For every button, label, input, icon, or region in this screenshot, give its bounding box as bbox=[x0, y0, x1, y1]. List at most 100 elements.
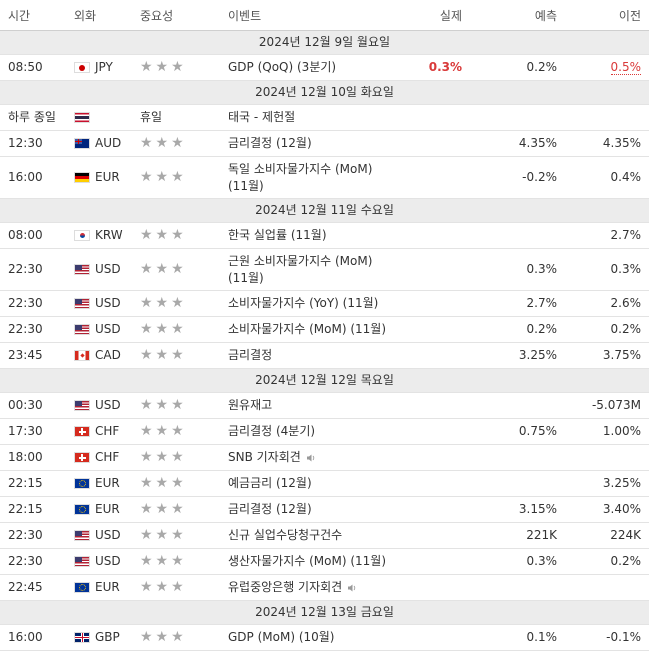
event-title[interactable]: 금리결정 bbox=[228, 348, 273, 362]
event-title[interactable]: 독일 소비자물가지수 (MoM) (11월) bbox=[228, 161, 373, 193]
event-name[interactable]: 한국 실업률 (11월) bbox=[220, 222, 398, 249]
event-time: 22:30 bbox=[0, 522, 66, 549]
header-time[interactable]: 시간 bbox=[0, 0, 66, 31]
event-name[interactable]: 독일 소비자물가지수 (MoM) (11월) bbox=[220, 156, 398, 199]
gbp-flag-icon bbox=[74, 632, 90, 643]
event-name[interactable]: 원유재고 bbox=[220, 392, 398, 419]
star-icons: ★★★ bbox=[140, 579, 187, 595]
event-row[interactable]: 22:30 USD ★★★ 신규 실업수당청구건수 221K 224K bbox=[0, 522, 649, 549]
event-title[interactable]: 생산자물가지수 (MoM) (11월) bbox=[228, 554, 386, 568]
date-row: 2024년 12월 9일 월요일 bbox=[0, 30, 649, 55]
event-row[interactable]: 17:30 CHF ★★★ 금리결정 (4분기) 0.75% 1.00% bbox=[0, 418, 649, 445]
event-title[interactable]: 예금금리 (12월) bbox=[228, 476, 312, 490]
event-time: 18:00 bbox=[0, 444, 66, 471]
event-name[interactable]: 근원 소비자물가지수 (MoM) (11월) bbox=[220, 248, 398, 291]
event-name[interactable]: 신규 실업수당청구건수 bbox=[220, 522, 398, 549]
header-event[interactable]: 이벤트 bbox=[220, 0, 398, 31]
header-actual[interactable]: 실제 bbox=[398, 0, 470, 31]
event-title[interactable]: 신규 실업수당청구건수 bbox=[228, 528, 343, 542]
header-forecast[interactable]: 예측 bbox=[470, 0, 565, 31]
previous-value: 2.6% bbox=[610, 296, 642, 310]
event-name[interactable]: SNB 기자회견 bbox=[220, 444, 398, 471]
event-row[interactable]: 12:30 AUD ★★★ 금리결정 (12월) 4.35% 4.35% bbox=[0, 130, 649, 157]
event-title[interactable]: 원유재고 bbox=[228, 398, 273, 412]
event-row[interactable]: 16:00 GBP ★★★ GDP (MoM) (10월) 0.1% -0.1% bbox=[0, 624, 649, 651]
event-title[interactable]: 소비자물가지수 (MoM) (11월) bbox=[228, 322, 386, 336]
event-row[interactable]: 22:45 EUR ★★★ 유럽중앙은행 기자회견 bbox=[0, 574, 649, 601]
currency-code: KRW bbox=[95, 228, 123, 242]
event-title[interactable]: 유럽중앙은행 기자회견 bbox=[228, 580, 343, 594]
event-currency: EUR bbox=[66, 496, 132, 523]
event-title[interactable]: SNB 기자회견 bbox=[228, 450, 301, 464]
event-name[interactable]: 금리결정 (4분기) bbox=[220, 418, 398, 445]
importance-stars: ★★★ bbox=[132, 624, 220, 651]
event-name[interactable]: GDP (QoQ) (3분기) bbox=[220, 54, 398, 81]
previous-value: 3.40% bbox=[602, 502, 641, 516]
event-row[interactable]: 22:30 USD ★★★ 소비자물가지수 (MoM) (11월) 0.2% 0… bbox=[0, 316, 649, 343]
event-row[interactable]: 22:30 USD ★★★ 소비자물가지수 (YoY) (11월) 2.7% 2… bbox=[0, 290, 649, 317]
event-name[interactable]: 유럽중앙은행 기자회견 bbox=[220, 574, 398, 601]
event-title[interactable]: 태국 - 제헌절 bbox=[228, 110, 296, 124]
importance-stars: ★★★ bbox=[132, 470, 220, 497]
event-name[interactable]: 소비자물가지수 (MoM) (11월) bbox=[220, 316, 398, 343]
event-row[interactable]: 22:15 EUR ★★★ 예금금리 (12월) 3.25% bbox=[0, 470, 649, 497]
event-previous: 2.6% bbox=[565, 290, 649, 317]
currency-code: JPY bbox=[95, 60, 113, 74]
speaker-icon[interactable] bbox=[306, 453, 316, 463]
event-title[interactable]: GDP (QoQ) (3분기) bbox=[228, 60, 337, 74]
event-title[interactable]: 금리결정 (12월) bbox=[228, 502, 312, 516]
currency-code: USD bbox=[95, 554, 121, 568]
event-title[interactable]: GDP (MoM) (10월) bbox=[228, 630, 335, 644]
event-currency: AUD bbox=[66, 130, 132, 157]
currency-code: USD bbox=[95, 296, 121, 310]
event-currency: CHF bbox=[66, 418, 132, 445]
event-row[interactable]: 00:30 USD ★★★ 원유재고 -5.073M bbox=[0, 392, 649, 419]
event-title[interactable]: 금리결정 (4분기) bbox=[228, 424, 316, 438]
event-row[interactable]: 하루 종일 휴일 태국 - 제헌절 bbox=[0, 104, 649, 131]
event-title[interactable]: 소비자물가지수 (YoY) (11월) bbox=[228, 296, 379, 310]
event-name[interactable]: 금리결정 bbox=[220, 342, 398, 369]
currency-code: EUR bbox=[95, 476, 120, 490]
previous-value: 0.4% bbox=[610, 170, 642, 184]
event-row[interactable]: 08:50 JPY ★★★ GDP (QoQ) (3분기) 0.3% 0.2% … bbox=[0, 54, 649, 81]
event-name[interactable]: 생산자물가지수 (MoM) (11월) bbox=[220, 548, 398, 575]
event-currency: USD bbox=[66, 548, 132, 575]
importance-stars: ★★★ bbox=[132, 222, 220, 249]
event-title[interactable]: 근원 소비자물가지수 (MoM) (11월) bbox=[228, 253, 373, 285]
event-name[interactable]: 소비자물가지수 (YoY) (11월) bbox=[220, 290, 398, 317]
previous-value: 4.35% bbox=[602, 136, 641, 150]
speaker-icon[interactable] bbox=[347, 583, 357, 593]
event-title[interactable]: 한국 실업률 (11월) bbox=[228, 228, 327, 242]
event-name[interactable]: GDP (MoM) (10월) bbox=[220, 624, 398, 651]
importance-stars: ★★★ bbox=[132, 548, 220, 575]
star-icons: ★★★ bbox=[140, 449, 187, 465]
event-currency: USD bbox=[66, 316, 132, 343]
star-icons: ★★★ bbox=[140, 553, 187, 569]
header-previous[interactable]: 이전 bbox=[565, 0, 649, 31]
event-row[interactable]: 23:45 CAD ★★★ 금리결정 3.25% 3.75% bbox=[0, 342, 649, 369]
star-icons: ★★★ bbox=[140, 501, 187, 517]
event-name[interactable]: 태국 - 제헌절 bbox=[220, 104, 398, 131]
event-row[interactable]: 22:15 EUR ★★★ 금리결정 (12월) 3.15% 3.40% bbox=[0, 496, 649, 523]
date-label: 2024년 12월 13일 금요일 bbox=[0, 600, 649, 625]
star-icons: ★★★ bbox=[140, 169, 187, 185]
event-row[interactable]: 16:00 EUR ★★★ 독일 소비자물가지수 (MoM) (11월) -0.… bbox=[0, 156, 649, 199]
event-actual bbox=[398, 392, 470, 419]
event-name[interactable]: 예금금리 (12월) bbox=[220, 470, 398, 497]
event-row[interactable]: 22:30 USD ★★★ 근원 소비자물가지수 (MoM) (11월) 0.3… bbox=[0, 248, 649, 291]
importance-stars: ★★★ bbox=[132, 574, 220, 601]
event-forecast: 0.75% bbox=[470, 418, 565, 445]
header-currency[interactable]: 외화 bbox=[66, 0, 132, 31]
event-row[interactable]: 08:00 KRW ★★★ 한국 실업률 (11월) 2.7% bbox=[0, 222, 649, 249]
event-title[interactable]: 금리결정 (12월) bbox=[228, 136, 312, 150]
event-row[interactable]: 18:00 CHF ★★★ SNB 기자회견 bbox=[0, 444, 649, 471]
currency-code: EUR bbox=[95, 170, 120, 184]
event-currency: EUR bbox=[66, 470, 132, 497]
header-importance[interactable]: 중요성 bbox=[132, 0, 220, 31]
actual-value: 0.3% bbox=[428, 60, 462, 74]
event-row[interactable]: 22:30 USD ★★★ 생산자물가지수 (MoM) (11월) 0.3% 0… bbox=[0, 548, 649, 575]
event-actual bbox=[398, 496, 470, 523]
event-name[interactable]: 금리결정 (12월) bbox=[220, 496, 398, 523]
event-name[interactable]: 금리결정 (12월) bbox=[220, 130, 398, 157]
cad-flag-icon bbox=[74, 350, 90, 361]
